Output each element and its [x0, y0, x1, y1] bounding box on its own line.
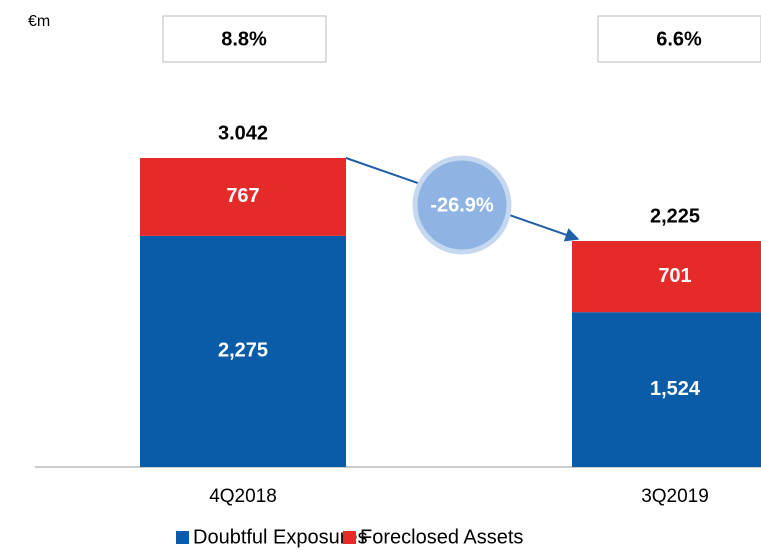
total-label: 2,225 [650, 205, 700, 227]
unit-label: €m [28, 13, 50, 30]
legend-swatch [176, 531, 189, 544]
total-label: 3.042 [218, 122, 268, 144]
ratio-label: 8.8% [221, 28, 267, 50]
legend-swatch [343, 531, 356, 544]
bar-segment [572, 240, 761, 313]
legend-label: Foreclosed Assets [360, 526, 523, 548]
bar-segment [140, 158, 346, 236]
value-label: 701 [658, 265, 691, 287]
value-label: 1,524 [650, 378, 701, 400]
x-tick-label: 4Q2018 [209, 486, 277, 507]
change-label: -26.9% [430, 194, 494, 216]
x-tick-label: 3Q2019 [641, 486, 709, 507]
ratio-box [162, 15, 327, 63]
change-bubble [412, 155, 512, 255]
ratio-box [597, 15, 761, 63]
bar-segment [140, 235, 346, 467]
legend-label: Doubtful Exposures [193, 526, 368, 548]
bar-segment [572, 312, 761, 467]
ratio-label: 6.6% [656, 28, 702, 50]
value-label: 767 [226, 185, 259, 207]
value-label: 2,275 [218, 340, 268, 362]
